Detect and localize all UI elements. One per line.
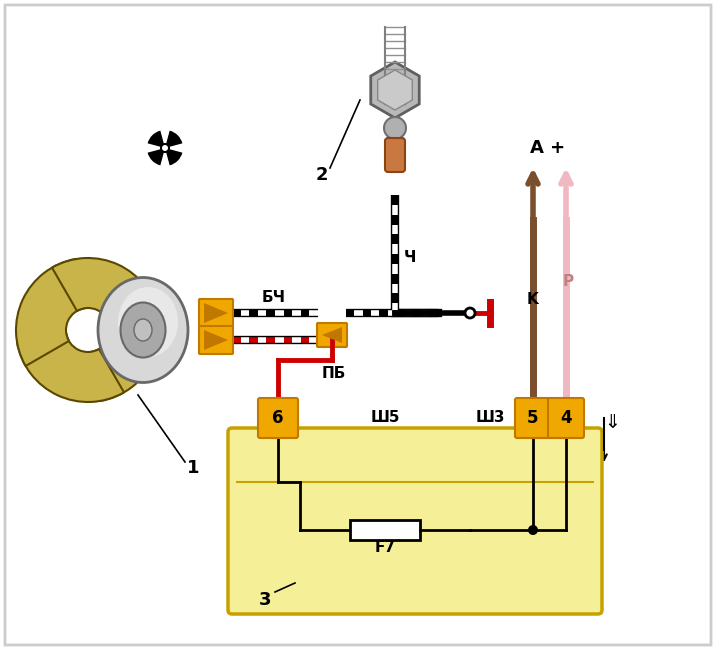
Circle shape [465, 308, 475, 318]
Ellipse shape [134, 319, 152, 341]
Text: 2: 2 [316, 166, 328, 184]
Text: A +: A + [531, 139, 566, 157]
FancyBboxPatch shape [548, 398, 584, 438]
Ellipse shape [118, 287, 178, 357]
FancyBboxPatch shape [199, 326, 233, 354]
Text: 6: 6 [272, 409, 284, 427]
Wedge shape [165, 131, 183, 148]
Wedge shape [16, 259, 84, 366]
FancyBboxPatch shape [228, 428, 602, 614]
Circle shape [528, 525, 538, 535]
Text: 3: 3 [258, 591, 271, 609]
Wedge shape [147, 148, 165, 165]
Circle shape [160, 143, 170, 153]
Text: Ш3: Ш3 [475, 411, 505, 426]
Ellipse shape [98, 278, 188, 382]
Wedge shape [52, 258, 159, 326]
Text: K: K [527, 292, 539, 307]
Text: ⇑: ⇑ [598, 408, 614, 428]
Text: 5: 5 [527, 409, 538, 427]
Ellipse shape [384, 117, 406, 139]
Ellipse shape [120, 302, 165, 358]
Bar [350, 520, 420, 540]
Wedge shape [92, 294, 160, 401]
Wedge shape [17, 334, 124, 402]
Polygon shape [322, 327, 342, 343]
Text: F7: F7 [374, 541, 395, 556]
Text: Ш5: Ш5 [370, 411, 400, 426]
Polygon shape [204, 303, 228, 323]
Wedge shape [147, 131, 165, 148]
Text: P: P [563, 274, 574, 289]
Polygon shape [204, 330, 228, 350]
FancyBboxPatch shape [317, 323, 347, 347]
FancyBboxPatch shape [515, 398, 551, 438]
Text: Ч: Ч [404, 250, 416, 265]
Wedge shape [165, 148, 183, 165]
Text: БЧ: БЧ [262, 291, 286, 306]
Text: ПБ: ПБ [321, 367, 347, 382]
Text: 1: 1 [187, 459, 199, 477]
FancyBboxPatch shape [385, 138, 405, 172]
Circle shape [162, 145, 168, 151]
Text: 4: 4 [560, 409, 572, 427]
FancyBboxPatch shape [199, 299, 233, 327]
FancyBboxPatch shape [258, 398, 298, 438]
